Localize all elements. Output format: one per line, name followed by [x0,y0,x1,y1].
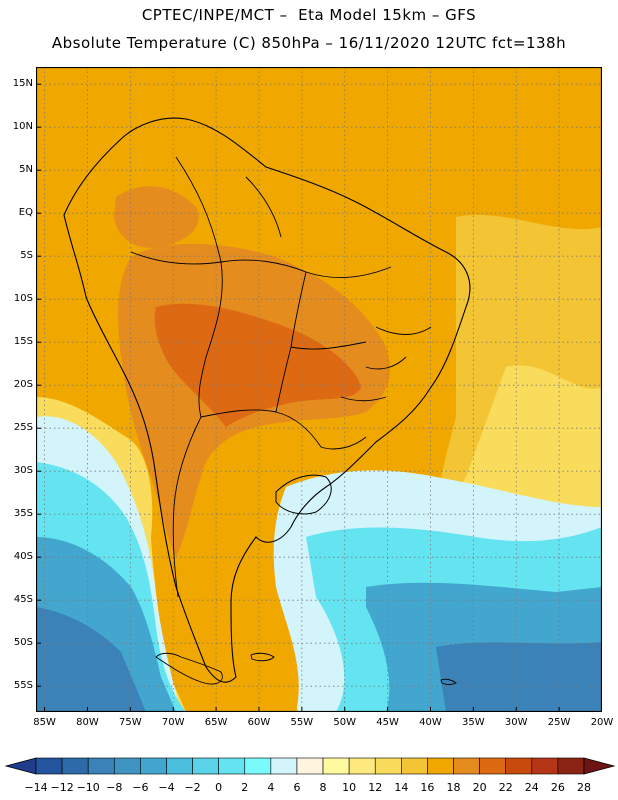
colorbar-bin [322,757,350,775]
colorbar-label: −8 [106,781,123,794]
colorbar-label: 16 [420,781,435,794]
colorbar-bin [61,757,89,775]
title-field: Absolute Temperature (C) 850hPa – 16/11/… [51,34,567,52]
lat-label: 50S [13,637,33,649]
colorbar-label: 12 [368,781,383,794]
map-border [36,67,602,712]
lon-label: 75W [119,717,142,728]
lon-label: 65W [204,717,228,728]
colorbar-label: 10 [342,781,357,794]
colorbar-bin [557,757,585,775]
colorbar-label: −2 [184,781,201,794]
falkland-islands [250,652,275,662]
colorbar-bin [270,757,298,775]
colorbar-bin [479,757,507,775]
lat-label: 30S [13,465,33,477]
colorbar-label: 14 [394,781,409,794]
south-america-coastline [63,117,471,683]
map-panel [36,67,602,712]
colorbar-bin [35,757,63,775]
lon-label: 25W [547,717,571,728]
lon-label: 70W [161,717,185,728]
temperature-map [36,67,602,712]
lat-label: 5N [19,164,33,176]
colorbar-bin [505,757,533,775]
colorbar-bin [87,757,115,775]
colorbar-bin [296,757,324,775]
colorbar-label: 24 [524,781,539,794]
colorbar-bin [401,757,428,775]
lat-label: 55S [13,680,33,692]
uruguay-outline [275,474,332,515]
lon-label: 40W [419,717,442,728]
colorbar-label: 0 [215,781,223,794]
field-north-warm [114,186,199,248]
colorbar-label: −12 [50,781,74,794]
lon-label: 60W [247,717,271,728]
lat-label: 5S [20,250,33,262]
lat-label: 40S [13,551,33,563]
lat-label: 20S [13,379,33,391]
lat-label: 10N [12,121,33,133]
colorbar-bin [374,757,402,775]
colorbar [4,757,616,775]
lon-label: 85W [33,717,56,728]
colorbar-bin [140,757,167,775]
lon-label: 30W [504,717,528,728]
lon-label: 50W [333,717,357,728]
field-southatlantic-deepblue [436,642,602,712]
colorbar-arrow-high [583,757,616,775]
lon-label: 80W [76,717,99,728]
colorbar-bin [348,757,376,775]
field-patagonia-warm [184,487,298,712]
lat-label: 10S [13,293,33,305]
colorbar-bin [218,757,246,775]
colorbar-label: 26 [550,781,565,794]
colorbar-bin [166,757,193,775]
title-model: CPTEC/INPE/MCT – Eta Model 15km – GFS [141,6,477,24]
colorbar-label: 6 [293,781,301,794]
lon-label: 20W [590,717,614,728]
field-pacific-deepblue [36,607,146,712]
lat-label: 45S [13,594,33,606]
colorbar-label: 20 [472,781,487,794]
colorbar-label: 8 [319,781,327,794]
colorbar-bin [113,757,141,775]
colorbar-label: 4 [267,781,275,794]
colorbar-bin [531,757,559,775]
colorbar-label: −4 [158,781,175,794]
lat-label: 15S [13,336,33,348]
colorbar-arrow-low [4,757,37,775]
colorbar-bin [453,757,480,775]
lon-label: 55W [290,717,314,728]
colorbar-label: 2 [241,781,249,794]
lat-label: 15N [12,78,33,90]
field-continent-hot [154,303,361,427]
colorbar-label: −14 [24,781,48,794]
colorbar-bin [427,757,454,775]
colorbar-label: −6 [132,781,149,794]
lat-label: 35S [13,508,33,520]
lat-label: 25S [13,422,33,434]
colorbar-bin [244,757,272,775]
lon-label: 35W [462,717,485,728]
colorbar-label: 28 [577,781,591,794]
country-borders [130,156,432,598]
colorbar-label: 22 [498,781,513,794]
lon-label: 45W [376,717,399,728]
colorbar-bin [192,757,219,775]
tierra-del-fuego [155,652,223,685]
lat-label: EQ [18,207,33,219]
colorbar-label: −10 [76,781,100,794]
south-georgia [440,678,457,685]
colorbar-label: 18 [446,781,461,794]
